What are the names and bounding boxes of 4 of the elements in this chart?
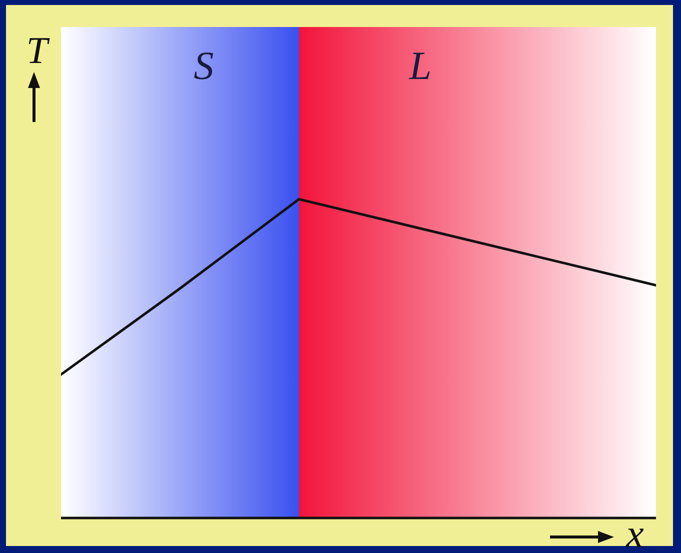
text: S xyxy=(194,43,214,88)
text: L xyxy=(408,43,432,88)
y-axis-title: T xyxy=(26,30,50,72)
x-axis-title: x xyxy=(625,511,644,553)
